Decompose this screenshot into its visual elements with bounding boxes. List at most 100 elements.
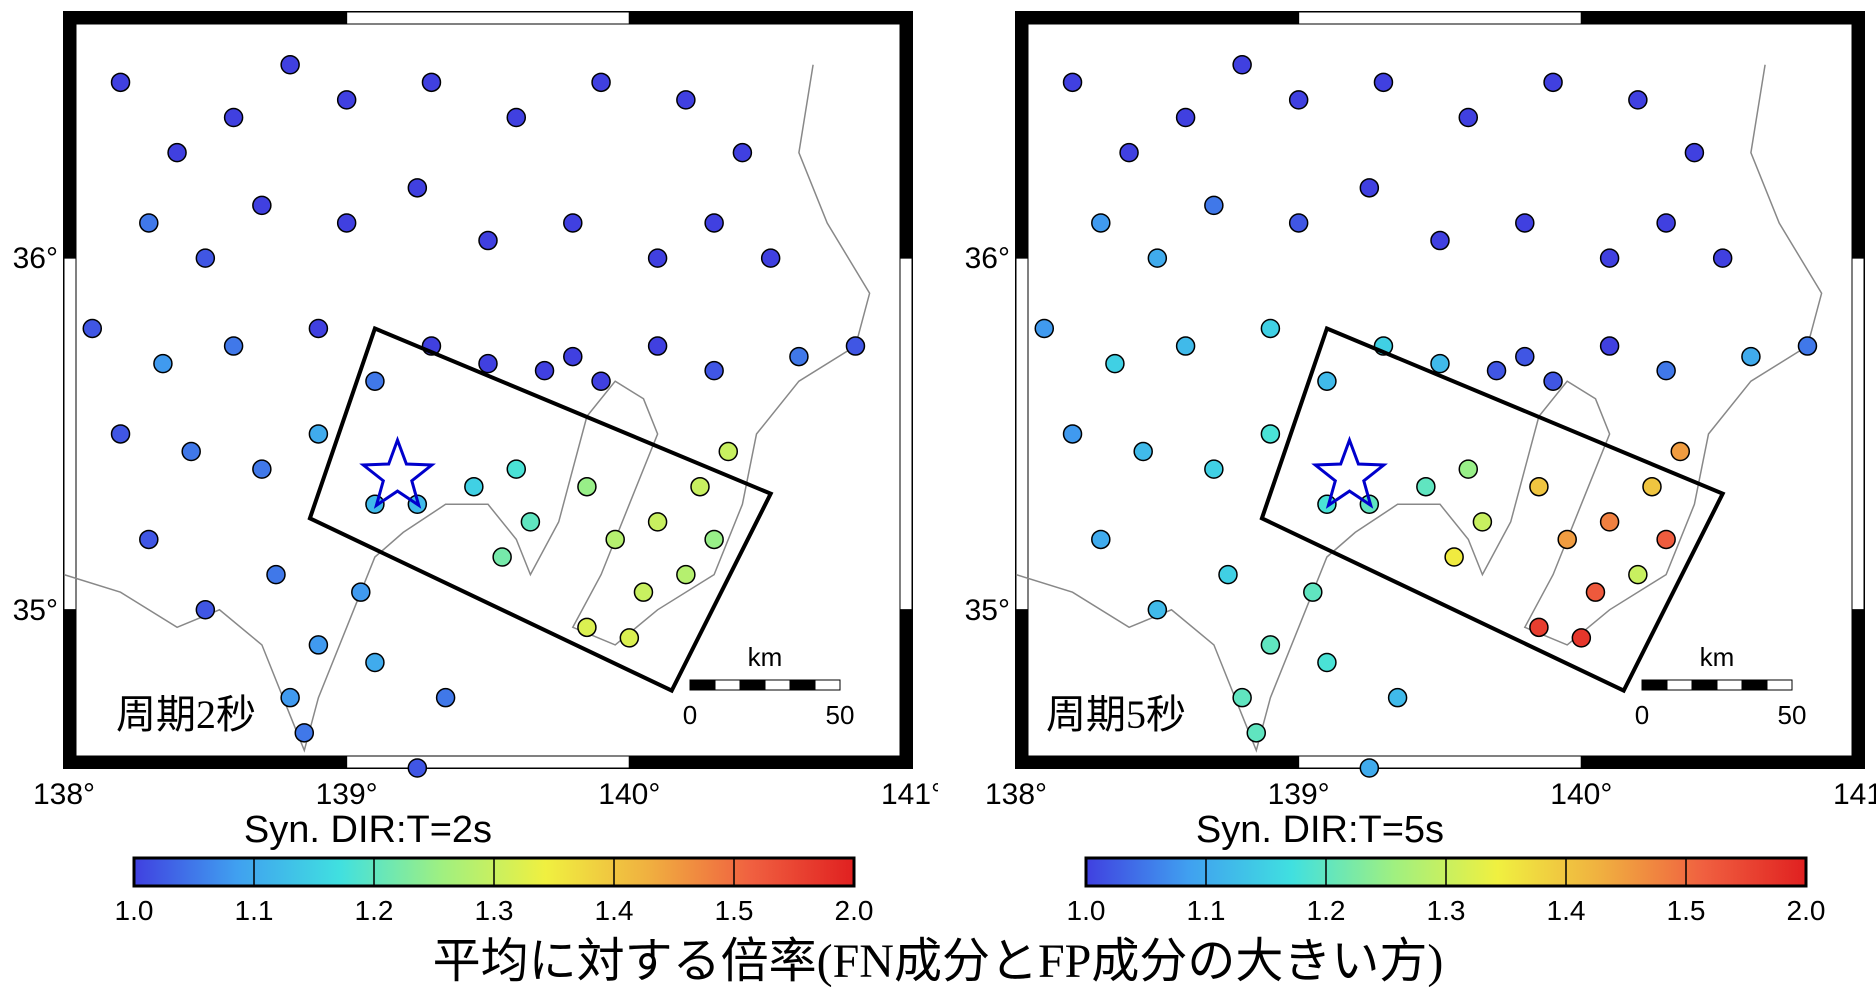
border-segment bbox=[1015, 257, 1029, 611]
station-marker bbox=[464, 476, 484, 497]
station-marker bbox=[704, 213, 724, 233]
station-marker bbox=[1599, 336, 1620, 356]
station-marker bbox=[563, 213, 583, 233]
colorbar-tick: 1.1 bbox=[235, 895, 274, 926]
station-marker bbox=[591, 72, 611, 93]
station-marker bbox=[577, 476, 597, 497]
colorbar-tick: 1.2 bbox=[1307, 895, 1346, 926]
station-marker bbox=[732, 142, 753, 163]
station-marker bbox=[1529, 476, 1549, 497]
station-marker bbox=[690, 476, 710, 497]
map-frame bbox=[63, 11, 913, 769]
border-segment bbox=[346, 11, 630, 25]
station-marker bbox=[110, 72, 131, 93]
station-marker bbox=[252, 195, 272, 216]
y-tick-label: 36° bbox=[965, 242, 1010, 275]
station-marker bbox=[1599, 512, 1620, 532]
x-tick-label: 140° bbox=[598, 778, 660, 811]
right-map-panel: km 0 50 周期5秒 36° 35° 138° 139° 140° 141°… bbox=[965, 11, 1876, 926]
station-marker bbox=[1232, 687, 1252, 708]
station-marker bbox=[676, 90, 696, 110]
station-marker bbox=[139, 529, 159, 550]
station-marker bbox=[1444, 547, 1464, 567]
station-marker bbox=[110, 424, 131, 444]
scale-label-50: 50 bbox=[1778, 700, 1807, 730]
station-marker bbox=[1642, 476, 1662, 497]
colorbar-tick: 1.2 bbox=[355, 895, 394, 926]
station-marker bbox=[1175, 336, 1196, 356]
station-marker bbox=[1091, 529, 1111, 550]
border-segment bbox=[63, 257, 77, 611]
scale-segment bbox=[714, 679, 741, 691]
station-marker bbox=[619, 628, 640, 648]
x-tick-label: 138° bbox=[985, 778, 1047, 811]
station-marker bbox=[520, 512, 541, 532]
border-segment bbox=[1015, 11, 1029, 259]
station-marker bbox=[365, 371, 385, 391]
station-marker bbox=[704, 529, 724, 550]
scale-bar: km 0 50 bbox=[1635, 642, 1807, 730]
station-marker bbox=[1458, 107, 1479, 128]
star-icon bbox=[359, 435, 436, 509]
scale-unit: km bbox=[1700, 642, 1735, 672]
station-marker bbox=[1529, 617, 1549, 638]
colorbar bbox=[132, 856, 856, 888]
station-marker bbox=[1232, 54, 1252, 75]
border-segment bbox=[1015, 609, 1029, 769]
station-marker bbox=[563, 346, 583, 367]
colorbar-tick: 2.0 bbox=[835, 895, 874, 926]
period-label: 周期2秒 bbox=[116, 692, 256, 737]
y-tick-label: 36° bbox=[13, 242, 58, 275]
border-segment bbox=[899, 609, 913, 769]
scale-segment bbox=[739, 679, 766, 691]
border-segment bbox=[346, 755, 630, 769]
station-marker bbox=[1670, 441, 1691, 462]
station-marker bbox=[336, 90, 357, 110]
station-marker bbox=[280, 687, 300, 708]
colorbar-tick: 1.4 bbox=[595, 895, 634, 926]
station-marker bbox=[633, 582, 654, 602]
station-marker bbox=[1741, 346, 1761, 367]
border-segment bbox=[63, 609, 77, 769]
colorbar-tick: 1.5 bbox=[715, 895, 754, 926]
x-tick-label: 138° bbox=[33, 778, 95, 811]
station-marker bbox=[1387, 687, 1408, 708]
station-marker bbox=[308, 424, 329, 444]
station-marker bbox=[1260, 635, 1281, 655]
station-marker bbox=[1416, 476, 1436, 497]
station-marker bbox=[1091, 213, 1111, 233]
colorbar bbox=[1084, 856, 1808, 888]
border-segment bbox=[63, 11, 77, 259]
station-marker bbox=[1458, 459, 1479, 479]
station-marker bbox=[1204, 459, 1224, 479]
figure-caption: 平均に対する倍率(FN成分とFP成分の大きい方) bbox=[432, 935, 1444, 988]
station-marker bbox=[1430, 353, 1450, 374]
station-marker bbox=[252, 459, 272, 479]
station-marker bbox=[153, 353, 173, 374]
station-marker bbox=[407, 758, 428, 778]
scale-label-0: 0 bbox=[683, 700, 697, 730]
station-marker bbox=[1472, 512, 1493, 532]
station-marker bbox=[789, 346, 809, 367]
border-segment bbox=[628, 11, 913, 25]
station-marker bbox=[1119, 142, 1139, 163]
station-marker bbox=[1359, 758, 1380, 778]
border-segment bbox=[1015, 755, 1300, 769]
border-segment bbox=[1298, 11, 1582, 25]
border-segment bbox=[1580, 755, 1865, 769]
station-marker bbox=[1628, 90, 1648, 110]
station-marker bbox=[1585, 582, 1606, 602]
panel-title: Syn. DIR:T=5s bbox=[1196, 809, 1444, 851]
station-marker bbox=[1175, 107, 1196, 128]
station-marker bbox=[308, 318, 329, 339]
station-markers bbox=[82, 54, 866, 778]
colorbar-tick: 1.5 bbox=[1667, 895, 1706, 926]
scale-segment bbox=[789, 679, 816, 691]
station-marker bbox=[478, 353, 498, 374]
station-marker bbox=[1797, 336, 1818, 356]
station-marker bbox=[1515, 213, 1535, 233]
station-marker bbox=[1147, 248, 1168, 268]
station-marker bbox=[534, 360, 555, 381]
station-marker bbox=[294, 723, 315, 743]
station-marker bbox=[1557, 529, 1577, 550]
